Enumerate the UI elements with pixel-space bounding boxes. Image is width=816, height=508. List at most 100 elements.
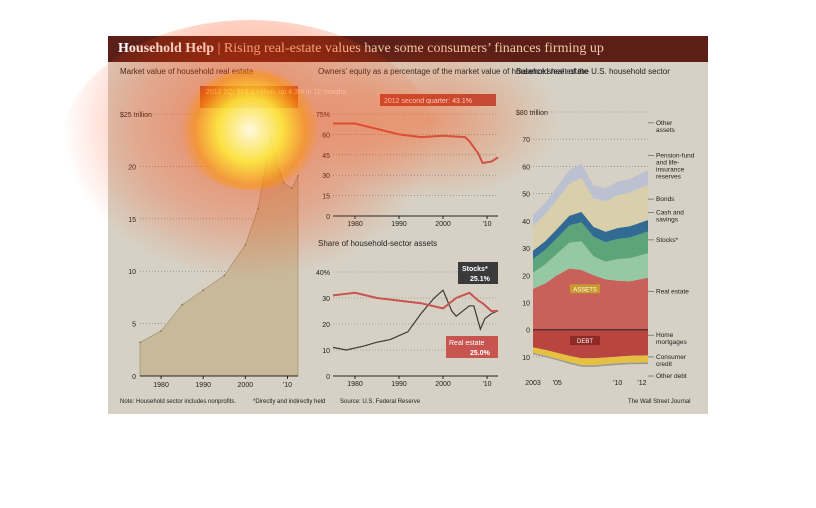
panel4-debt-label: DEBT [577,339,593,345]
panel1-ytick-label: $25 trillion [120,112,152,119]
panel2-xtick-label: 1980 [347,221,363,228]
panel4-band-pension [533,177,648,251]
panel4-legend-label-line: Real estate [656,289,689,296]
realestate-label-value: 25.0% [470,350,491,357]
panel3-realestate-line [332,291,498,312]
panel4-xtick-label: '10 [613,380,622,387]
panel2-ytick-label: 0 [326,214,330,221]
panel4-legend-label: Other assets [656,120,676,134]
panel1-ytick-label: 5 [132,322,136,329]
panel4-legend-label-line: Stocks* [656,237,679,244]
panel4-ytick-label: 20 [522,273,530,280]
panel1-point [139,341,141,344]
panel4-ytick-label: 50 [522,192,530,199]
panel4-legend-label-line: credit [656,361,672,368]
footer-note: Note: Household sector includes nonprofi… [120,399,236,405]
panel4-legend-label-line: assets [656,127,676,134]
panel2-title: Owners’ equity as a percentage of the ma… [318,67,589,76]
panel4-legend-label-line: Bonds [656,196,675,203]
realestate-label-box [446,336,498,358]
stocks-label-box [458,262,498,284]
panel1-ytick-label: 10 [128,269,136,276]
panel2-ytick-label: 75% [316,112,330,119]
panel4-legend-label: Stocks* [656,237,679,244]
panel3-xtick-label: 1990 [391,381,407,388]
panel3-ytick-label: 40% [316,270,330,277]
panel2-title-text: Owners’ equity as a percentage of the ma… [318,67,589,76]
panel3-xtick-label: 1980 [347,381,363,388]
panel4-legend-label: Pension-fund and life-insurance reserves [656,153,695,181]
panel1-point [257,207,259,210]
panel1-annotation: 2012 2Q: $19.1 trillion, up 4.3% in 12 m… [206,89,347,96]
panel4-ytick-label: $80 trillion [516,110,548,117]
panel4-debt-consumer [533,347,648,366]
panel2-xtick-label: 1990 [391,221,407,228]
panel1-point [297,175,299,177]
panel4-band-real-estate [533,268,648,330]
panel1-point [202,289,204,291]
panel4-legend-label-line: savings [656,217,679,224]
panel3-xtick-label: 2000 [435,381,451,388]
panel4-ytick-label: 10 [522,301,530,308]
panel4-xtick-label: 2003 [525,380,541,387]
panel4-legend-label-line: mortgages [656,339,687,346]
panel4-band-stocks [533,241,648,289]
panel1-xtick-label: 1990 [195,382,211,389]
panel4-band-other [533,163,648,227]
panel4-band-bonds [533,211,648,259]
panel3-ytick-label: 30 [322,296,330,303]
panel2-ytick-label: 60 [322,132,330,139]
panel4-ytick-label: 40 [522,219,530,226]
panel4-legend-label: Consumer credit [656,354,687,368]
panel4-chart: $80 trillion 70 60 50 40 30 20 10 0 10 ASSETS DEBT O… [516,110,695,387]
footer-footnote: *Directly and indirectly held [253,399,325,405]
panel2-ytick-label: 15 [322,194,330,201]
panel1-point [282,181,285,183]
panel1-area [139,138,299,377]
panel4-legend-label-line: Other [656,120,673,127]
panel1-xtick-label: 1980 [153,382,169,389]
panel2-xtick-label: 2000 [435,221,451,228]
footer-credit: The Wall Street Journal [628,399,690,405]
panel1-point [181,303,183,306]
panel1-chart: $25 trillion 20 15 10 5 0 1980 1990 2000 '10 [120,112,299,389]
stocks-label-value: 25.1% [470,276,491,283]
panel1-ytick-label: 0 [132,374,136,381]
panel1-ytick-label: 15 [128,217,136,224]
panel4-assets-label: ASSETS [573,287,597,293]
panel4-debt-other [533,352,648,368]
panel1-point [269,137,272,139]
panel4-ytick-label: 60 [522,164,530,171]
panel3-title: Share of household-sector assets [318,239,437,248]
panel4-ytick-label: 70 [522,137,530,144]
panel4-legend-label-line: Pension-fund [656,153,695,160]
chart-frame: Household Help | Rising real-estate valu… [108,36,708,414]
panel4-ytick-label: 0 [526,328,530,335]
panel4-title: Balance sheet of the U.S. household sect… [516,67,670,76]
panel2-annotation: 2012 second quarter: 43.1% [384,98,472,105]
panel2-xtick-label: '10 [482,221,491,228]
panel4-legend-label-line: insurance [656,167,685,174]
panel2-chart: 75% 60 45 30 15 0 1980 1990 2000 '10 [316,112,499,228]
realestate-label: Real estate [449,340,485,347]
panel4-band-cash [533,222,648,273]
panel1-point [290,187,293,190]
panel2-ytick-label: 45 [322,153,330,160]
panel4-legend-label: Real estate [656,289,689,296]
panel4-ytick-label: 10 [522,355,530,362]
panel3-ytick-label: 0 [326,374,330,381]
panel3-xtick-label: '10 [482,381,491,388]
panel3-chart: 40% 30 20 10 0 1980 1990 2000 '10 [316,270,499,388]
panel1-xtick-label: '10 [283,382,292,389]
panel3-ytick-label: 10 [322,348,330,355]
panel4-legend-label-line: Consumer [656,354,687,361]
panel4-legend-label-line: Other debt [656,373,687,380]
panel2-ytick-label: 30 [322,173,330,180]
panel4-ytick-label: 30 [522,246,530,253]
stocks-label: Stocks* [462,266,488,273]
panel4-legend-label: Cash and savings [656,210,684,224]
panel1-xtick-label: 2000 [238,382,254,389]
panel4-xtick-label: '12 [637,380,646,387]
panel4-assets-label-box [570,284,601,294]
panel4-legend-label-line: Home [656,332,674,339]
